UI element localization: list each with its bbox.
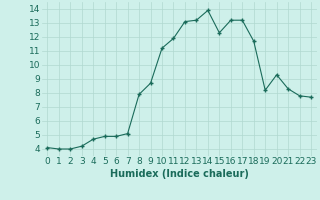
X-axis label: Humidex (Indice chaleur): Humidex (Indice chaleur)	[110, 169, 249, 179]
